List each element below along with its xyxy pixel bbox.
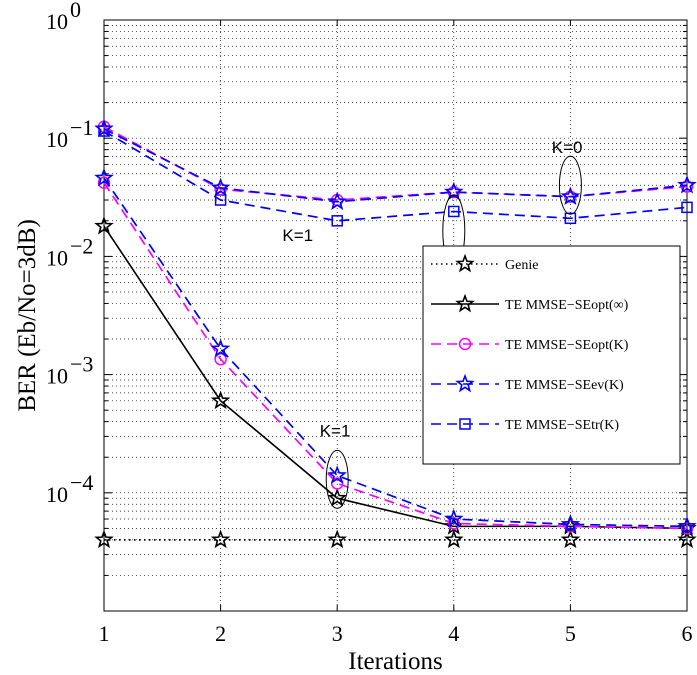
data-point [447,517,461,530]
annotation-ellipse [558,155,582,215]
series-line [103,130,688,222]
data-point [210,529,231,549]
legend-entry: TE MMSE−SEopt(K) [431,337,629,353]
data-point [327,191,347,211]
data-point [327,487,347,507]
data-point [677,516,697,535]
legend-marker [455,293,475,313]
legend-label: TE MMSE−SEev(K) [505,378,624,393]
data-point [560,186,581,206]
data-point [444,529,464,549]
data-point [680,522,694,535]
data-point [94,215,114,235]
legend-entry: TE MMSE−SEopt(∞) [431,293,629,313]
y-tick-exponent: −2 [70,233,93,258]
series-line [103,177,688,528]
x-axis: 1 2 3 4 5 6 [99,20,693,646]
series-6 [94,118,697,211]
x-tick-label: 5 [565,621,576,646]
data-point [444,181,464,201]
annotations: K=0 K=1 K=1 [282,138,583,509]
legend-label: TE MMSE−SEtr(K) [505,418,619,433]
data-point [677,529,697,549]
legend-box [422,245,681,465]
data-point [560,514,581,533]
legend-marker [455,373,475,393]
series-3 [94,167,697,535]
data-point [327,465,347,484]
x-tick-label: 6 [682,621,693,646]
y-tick-label: 10 [46,245,68,270]
x-tick-label: 2 [215,621,226,646]
y-tick-exponent: −1 [70,115,93,140]
data-point [448,205,460,218]
annotation-label: K=1 [320,421,351,440]
series-4 [98,125,693,227]
data-point [94,529,114,549]
x-tick-label: 4 [448,621,459,646]
data-point [681,201,693,214]
legend: Genie TE MMSE−SEopt(∞) TE MMSE−SEopt(K) TE … [422,245,681,465]
y-tick-exponent: 0 [70,0,81,22]
y-tick-exponent: −3 [70,352,93,377]
data-point [327,529,347,549]
y-tick-label: 10 [46,127,68,152]
y-tick-label: 10 [46,482,68,507]
data-point [560,529,581,549]
legend-label: TE MMSE−SEopt(∞) [505,298,629,313]
x-axis-label: Iterations [348,648,442,675]
data-point [210,338,231,358]
series-line [103,128,688,203]
data-point [210,390,231,410]
legend-label: Genie [505,258,538,273]
data-point [444,508,464,528]
series-group [94,118,697,549]
legend-entry: TE MMSE−SEtr(K) [431,418,619,433]
data-point [94,118,114,138]
data-point [210,177,231,197]
data-point [94,167,114,187]
x-tick-label: 3 [332,621,343,646]
legend-marker [455,253,475,273]
y-tick-exponent: −4 [70,470,93,495]
legend-entry: Genie [431,253,538,273]
annotation-label: K=0 [552,138,583,157]
legend-entry: TE MMSE−SEev(K) [431,373,624,393]
data-point [214,352,227,366]
series-line [103,182,688,530]
legend-label: TE MMSE−SEopt(K) [505,338,629,353]
data-point [564,212,577,225]
y-axis-label: BER (Eb/No=3dB) [14,219,41,412]
data-point [97,176,111,189]
y-tick-label: 10 [46,9,68,34]
y-tick-label: 10 [46,364,68,389]
data-point [331,215,343,227]
annotation-label: K=1 [282,226,313,245]
plot-area [103,19,688,612]
legend-marker [459,418,471,430]
annotation-ellipse [325,449,349,509]
data-point [564,520,577,533]
x-tick-label: 1 [99,621,110,646]
series-0 [94,529,697,549]
legend-marker [458,337,472,351]
data-point [677,174,697,194]
